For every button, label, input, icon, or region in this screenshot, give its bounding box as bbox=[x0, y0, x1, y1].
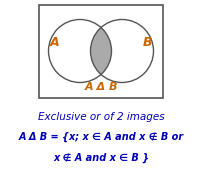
Circle shape bbox=[48, 20, 112, 82]
Text: x ∉ A and x ∈ B }: x ∉ A and x ∈ B } bbox=[53, 153, 149, 163]
Text: A Δ B: A Δ B bbox=[84, 82, 118, 92]
Text: B: B bbox=[143, 36, 152, 48]
Circle shape bbox=[90, 20, 154, 82]
Polygon shape bbox=[48, 20, 154, 82]
Text: Exclusive or of 2 images: Exclusive or of 2 images bbox=[38, 112, 164, 122]
Text: A Δ B = {x; x ∈ A and x ∉ B or: A Δ B = {x; x ∈ A and x ∉ B or bbox=[18, 132, 184, 142]
Text: A: A bbox=[50, 36, 59, 48]
